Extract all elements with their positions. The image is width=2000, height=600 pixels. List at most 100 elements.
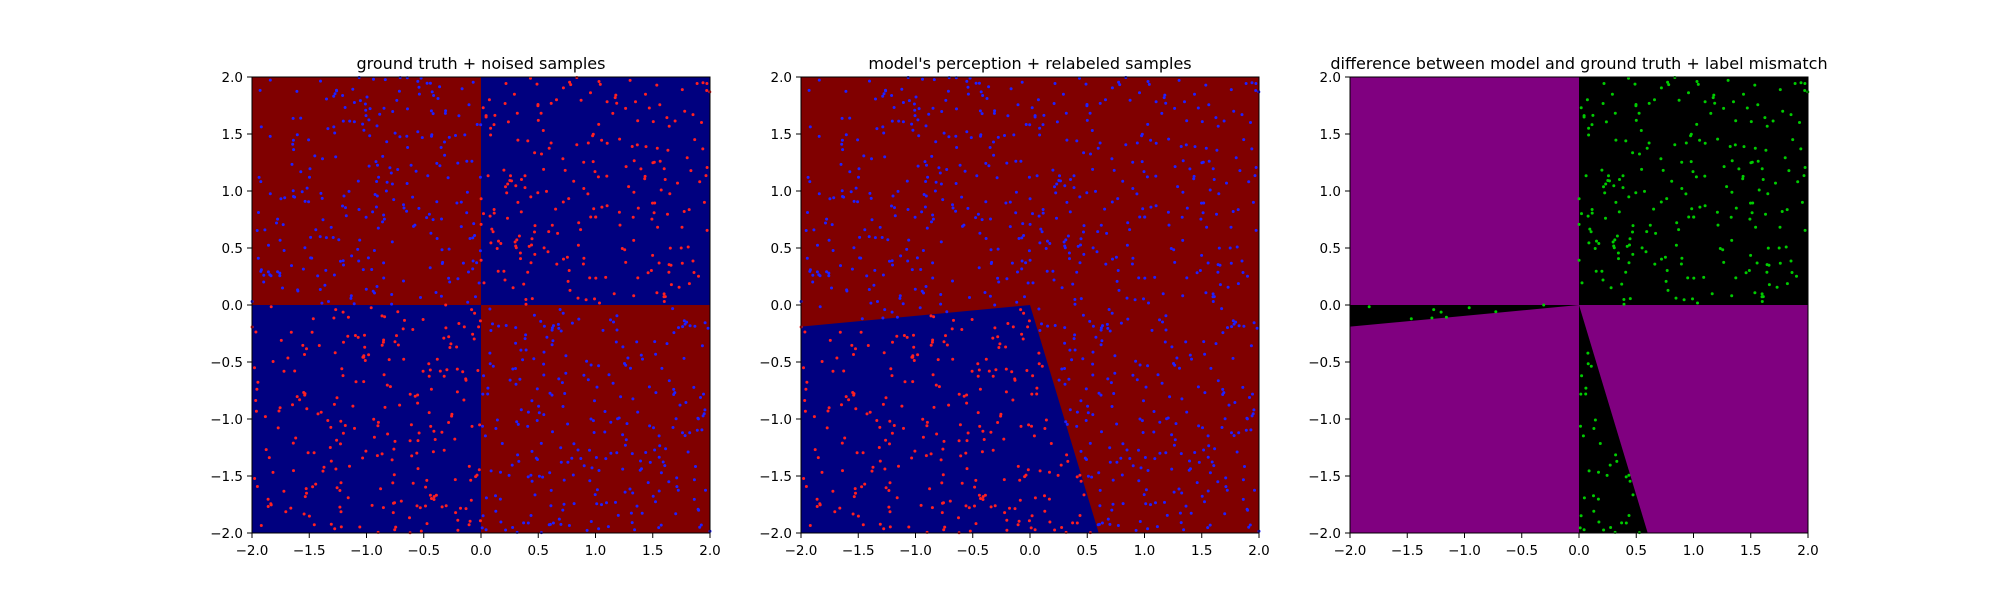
sample-point [1075,410,1079,414]
sample-point [1582,114,1586,118]
region-agree-wedge-bottom [1579,305,1648,533]
sample-point [1086,404,1090,408]
sample-point [561,508,565,512]
sample-point [884,486,888,490]
sample-point [1659,200,1663,204]
sample-point [268,273,272,277]
sample-point [581,262,585,266]
sample-point [1184,340,1188,344]
sample-point [1592,494,1595,498]
sample-point [812,415,816,419]
sample-point [1206,526,1210,530]
sample-point [1586,351,1590,355]
sample-point [996,135,1000,139]
sample-point [439,146,443,149]
sample-point [693,138,697,142]
sample-point [535,419,539,422]
sample-point [488,351,492,355]
sample-point [675,476,679,480]
sample-point [504,82,508,85]
sample-point [621,467,625,471]
sample-point [1002,478,1006,482]
sample-point [262,280,266,284]
sample-point [932,405,936,409]
sample-point [1128,228,1132,232]
sample-point [271,360,275,363]
sample-point [684,401,688,404]
sample-point [401,327,405,331]
sample-point [838,506,842,510]
sample-point [589,520,593,523]
sample-point [1115,422,1119,426]
sample-point [962,223,966,227]
sample-point [369,306,373,310]
sample-point [396,310,400,314]
sample-point [1108,329,1112,333]
sample-point [671,426,675,429]
sample-point [911,380,915,384]
sample-point [385,180,389,184]
sample-point [624,438,628,442]
sample-point [640,511,644,515]
sample-point [514,184,518,188]
sample-point [1624,270,1628,274]
sample-point [902,426,905,430]
sample-point [1712,93,1716,97]
sample-point [1789,113,1793,117]
sample-point [831,489,835,493]
sample-point [304,487,308,491]
sample-point [1202,201,1206,205]
sample-point [394,525,398,529]
sample-point [1231,356,1235,360]
sample-point [1216,480,1220,484]
sample-point [588,276,592,280]
sample-point [977,493,981,497]
sample-point [290,264,293,268]
sample-point [979,497,982,500]
sample-point [632,159,636,163]
sample-point [417,431,421,435]
sample-point [338,489,342,492]
sample-point [654,500,657,504]
sample-point [888,259,891,263]
sample-point [683,109,687,113]
sample-point [1154,141,1158,145]
sample-point [951,206,955,210]
sample-point [882,351,886,355]
sample-point [1008,200,1012,204]
sample-point [1643,189,1646,193]
sample-point [1732,100,1735,104]
sample-point [1117,288,1121,292]
sample-point [415,451,419,455]
sample-point [1754,225,1758,229]
sample-point [913,449,917,453]
sample-point [269,503,273,507]
sample-point [1138,417,1142,421]
sample-point [576,243,580,247]
sample-point [329,225,333,229]
sample-point [550,393,554,397]
sample-point [681,325,685,329]
sample-point [278,238,282,242]
sample-point [1016,464,1020,468]
sample-point [282,249,286,252]
sample-point [1119,456,1123,460]
sample-point [651,253,655,257]
sample-point [305,347,308,351]
sample-point [1091,350,1095,354]
sample-point [1581,434,1585,438]
sample-point [863,482,867,486]
sample-point [865,274,869,278]
sample-point [852,392,856,396]
sample-point [566,422,570,426]
sample-point [1737,167,1741,171]
sample-point [1744,271,1748,275]
sample-point [1045,269,1049,273]
sample-point [1695,122,1699,126]
sample-point [935,432,939,436]
sample-point [965,393,969,397]
sample-point [1750,211,1754,215]
sample-point [471,259,475,263]
sample-point [386,432,390,436]
sample-point [907,99,911,103]
